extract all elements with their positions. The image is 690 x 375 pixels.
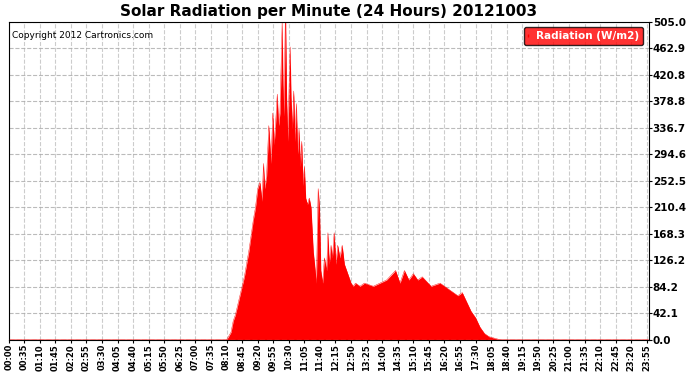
Legend: Radiation (W/m2): Radiation (W/m2) bbox=[524, 27, 643, 45]
Title: Solar Radiation per Minute (24 Hours) 20121003: Solar Radiation per Minute (24 Hours) 20… bbox=[120, 4, 538, 19]
Text: Copyright 2012 Cartronics.com: Copyright 2012 Cartronics.com bbox=[12, 31, 153, 40]
